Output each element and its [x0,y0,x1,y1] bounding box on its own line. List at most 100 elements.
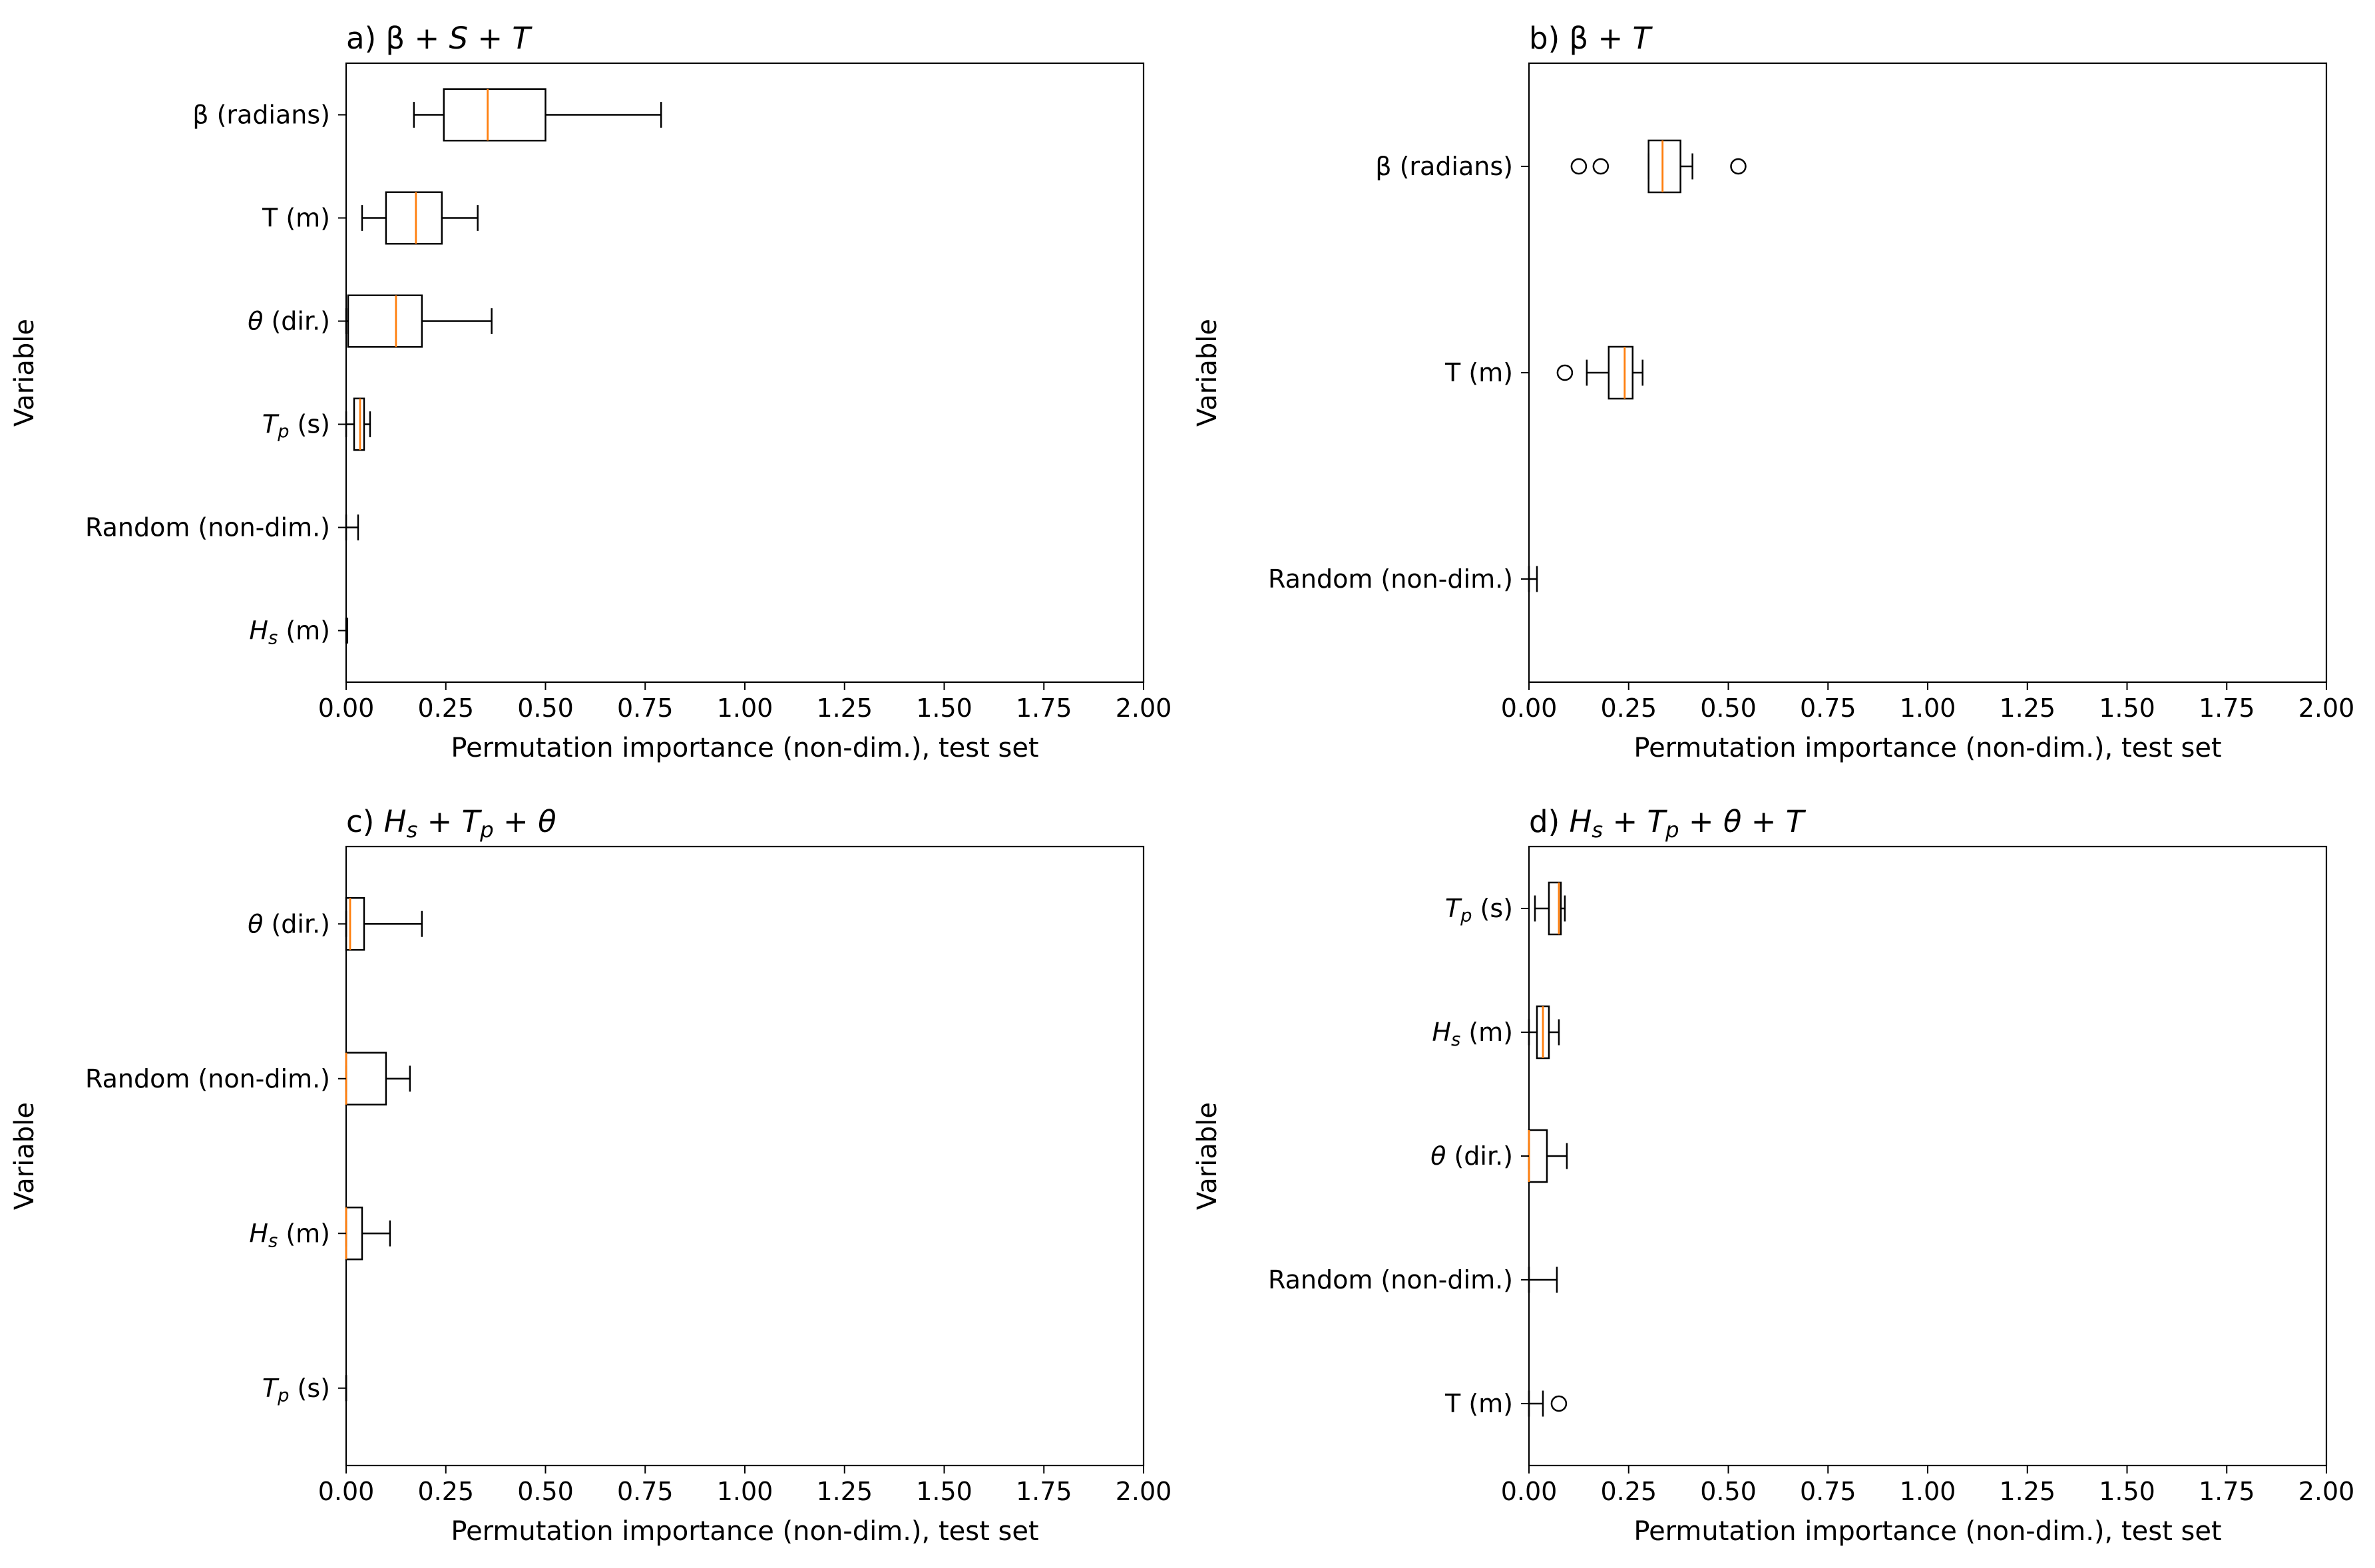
panel-title-part: + [1679,804,1723,839]
y-tick-label-part: θ [1430,1141,1446,1171]
y-tick-label: T (m) [1444,358,1513,387]
box-1 [361,191,479,245]
x-tick-label: 0.75 [617,693,674,723]
box-iqr [347,294,423,348]
x-tick-label: 0.50 [1700,693,1757,723]
y-tick-label-part: H [1432,1018,1451,1047]
box-2 [1528,566,1538,592]
y-tick-label-part: H [249,616,268,646]
panel-title-part: b) β + [1529,21,1632,56]
x-tick-label: 1.25 [816,1477,873,1506]
panel-title-part: θ [1723,804,1742,839]
panel-title-part: p [479,817,494,843]
box-3 [345,397,371,451]
box-iqr [345,1052,387,1105]
y-tick-label-part: Random (non-dim.) [85,513,330,542]
axes-frame [1528,845,2328,1467]
y-tick-label: Tp (s) [1445,894,1513,926]
panel-title-part: T [1786,804,1807,839]
y-tick-label-part: H [249,1219,268,1248]
x-axis-label: Permutation importance (non-dim.), test … [451,1516,1038,1547]
y-tick-label-part: p [277,421,289,442]
y-tick-label-part: (s) [289,410,330,439]
y-tick-label-part: (dir.) [1446,1141,1513,1171]
y-tick-label: Random (non-dim.) [85,513,330,542]
x-tick-label: 0.50 [517,1477,574,1506]
y-tick-label-part: s [268,628,278,648]
box-iqr [1528,1129,1548,1183]
panel-title-part: p [1665,817,1679,843]
panel-title-part: θ [538,804,556,839]
x-tick-label: 1.50 [916,693,972,723]
y-tick-label-part: β (radians) [1375,152,1513,181]
box-iqr [443,88,546,142]
box-0 [413,88,662,142]
y-tick-label-part: (dir.) [263,307,330,336]
outlier-point [1556,364,1574,381]
y-tick-label: Tp (s) [262,410,330,443]
y-tick-label-part: (m) [278,616,330,646]
panel-title-part: d) [1529,804,1569,839]
box-iqr [345,897,365,951]
x-tick-label: 0.00 [318,693,375,723]
panel-title: d) Hs + Tp + θ + T [1529,804,1807,843]
panel-title-part: H [1569,804,1592,839]
box-2 [1528,1129,1568,1183]
x-axis-label: Permutation importance (non-dim.), test … [1633,733,2221,763]
y-tick-label-part: (s) [1472,894,1513,923]
y-tick-label-part: p [277,1386,289,1406]
x-tick-label: 1.50 [2099,693,2155,723]
x-tick-label: 1.00 [1900,1477,1956,1506]
x-axis-label: Permutation importance (non-dim.), test … [451,733,1038,763]
y-tick-label: θ (dir.) [1430,1141,1513,1171]
subplot-a: a) β + S + T 0.00 0.25 0.50 0.75 1.00 1.25 1.50… [9,21,1172,763]
y-tick-label: θ (dir.) [248,307,330,336]
box-1 [1556,345,1643,400]
x-tick-label: 0.25 [1600,1477,1657,1506]
y-tick-label-part: (m) [278,1219,330,1248]
x-tick-label: 1.75 [2199,1477,2255,1506]
y-tick-label: Hs (m) [249,1219,330,1251]
x-tick-label: 0.50 [517,693,574,723]
y-tick-label: Random (non-dim.) [1268,1265,1513,1294]
y-tick-label-part: Random (non-dim.) [1268,1265,1513,1294]
panel-title-part: a) β + [346,21,449,56]
x-tick-label: 0.25 [417,693,474,723]
x-tick-label: 1.00 [717,693,773,723]
panel-title-part: H [384,804,407,839]
box-0 [1534,881,1566,936]
axes-frame [345,845,1145,1467]
box-5 [345,618,349,644]
x-tick-label: 0.75 [1800,1477,1856,1506]
box-1 [345,1052,411,1105]
x-tick-label: 1.50 [2099,1477,2155,1506]
x-tick-label: 1.25 [816,693,873,723]
x-tick-label: 1.00 [717,1477,773,1506]
subplot-d: d) Hs + Tp + θ + T 0.00 0.25 0.50 0.75 1.00 1.… [1192,804,2354,1547]
panel-title-part: S [449,21,468,56]
y-tick-label: Hs (m) [249,616,330,649]
x-tick-label: 0.00 [318,1477,375,1506]
panel-title-part: T [1647,804,1668,839]
x-tick-label: 1.25 [1999,693,2055,723]
box-iqr [353,397,365,451]
outlier-point [1570,158,1588,175]
y-tick-label-part: s [268,1231,278,1251]
box-iqr [1608,345,1633,400]
y-tick-label: β (radians) [192,100,330,130]
panel-title-part: c) [346,804,384,839]
y-tick-label-part: T (m) [1444,1389,1513,1418]
y-tick-label: Random (non-dim.) [85,1064,330,1093]
y-tick-label: T (m) [262,204,330,233]
y-tick-label-part: p [1460,906,1472,926]
panel-title: c) Hs + Tp + θ [346,804,556,843]
x-tick-label: 1.50 [916,1477,972,1506]
x-tick-label: 2.00 [1116,693,1172,723]
panel-title-part: s [406,817,417,843]
outlier-point [1730,158,1747,175]
box-iqr [1647,139,1681,194]
y-tick-label-part: θ [248,909,263,938]
y-tick-label-part: T (m) [1444,358,1513,387]
panel-title: a) β + S + T [346,21,533,56]
